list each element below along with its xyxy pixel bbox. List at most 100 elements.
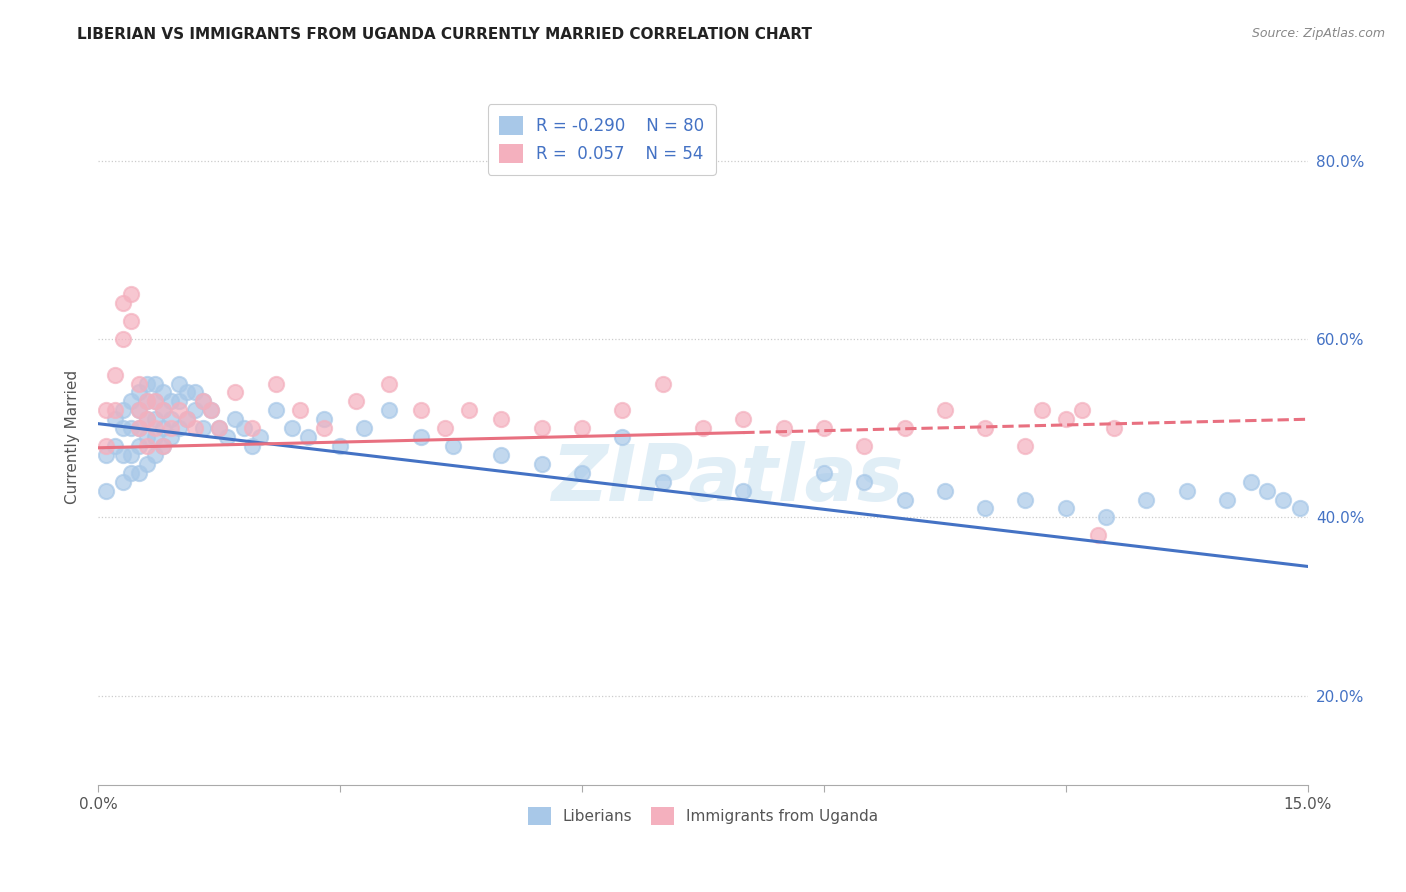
Point <box>143 376 166 391</box>
Point <box>409 430 432 444</box>
Point <box>128 385 150 400</box>
Point <box>530 421 553 435</box>
Point <box>135 457 157 471</box>
Point <box>651 475 673 489</box>
Point <box>377 403 399 417</box>
Point <box>111 403 134 417</box>
Point <box>1031 403 1053 417</box>
Point <box>288 403 311 417</box>
Point <box>353 421 375 435</box>
Point <box>733 483 755 498</box>
Point <box>733 412 755 426</box>
Point <box>143 412 166 426</box>
Point <box>143 430 166 444</box>
Point <box>167 403 190 417</box>
Point <box>167 376 190 391</box>
Legend: Liberians, Immigrants from Uganda: Liberians, Immigrants from Uganda <box>520 799 886 833</box>
Point <box>135 430 157 444</box>
Point <box>135 394 157 409</box>
Point <box>208 421 231 435</box>
Point <box>1216 492 1239 507</box>
Point <box>143 448 166 462</box>
Point <box>692 421 714 435</box>
Point <box>264 376 287 391</box>
Point <box>853 475 876 489</box>
Point <box>184 403 207 417</box>
Point <box>120 466 142 480</box>
Point <box>111 421 134 435</box>
Point <box>893 492 915 507</box>
Point <box>120 421 142 435</box>
Point <box>128 421 150 435</box>
Point <box>249 430 271 444</box>
Point <box>103 412 125 426</box>
Point <box>193 394 215 409</box>
Point <box>111 332 134 346</box>
Point <box>128 403 150 417</box>
Point <box>160 430 183 444</box>
Point <box>571 421 593 435</box>
Point <box>458 403 481 417</box>
Point <box>434 421 457 435</box>
Point <box>176 412 198 426</box>
Point <box>135 394 157 409</box>
Point <box>1054 412 1077 426</box>
Point <box>344 394 367 409</box>
Text: LIBERIAN VS IMMIGRANTS FROM UGANDA CURRENTLY MARRIED CORRELATION CHART: LIBERIAN VS IMMIGRANTS FROM UGANDA CURRE… <box>77 27 813 42</box>
Point <box>135 412 157 426</box>
Point <box>160 412 183 426</box>
Point <box>853 439 876 453</box>
Point <box>612 430 634 444</box>
Point <box>813 466 835 480</box>
Point <box>772 421 794 435</box>
Point <box>143 394 166 409</box>
Point <box>176 412 198 426</box>
Point <box>128 403 150 417</box>
Point <box>128 439 150 453</box>
Point <box>1272 492 1295 507</box>
Point <box>111 448 134 462</box>
Point <box>240 421 263 435</box>
Point <box>612 403 634 417</box>
Point <box>160 421 183 435</box>
Point <box>120 448 142 462</box>
Point <box>1102 421 1125 435</box>
Point <box>96 403 118 417</box>
Point <box>224 412 246 426</box>
Point <box>152 439 174 453</box>
Point <box>184 421 207 435</box>
Text: ZIPatlas: ZIPatlas <box>551 441 903 516</box>
Point <box>103 439 125 453</box>
Point <box>128 421 150 435</box>
Point <box>491 448 513 462</box>
Point <box>193 394 215 409</box>
Point <box>193 421 215 435</box>
Point <box>314 412 336 426</box>
Point <box>1087 528 1109 542</box>
Point <box>152 421 174 435</box>
Point <box>120 394 142 409</box>
Point <box>96 483 118 498</box>
Point <box>1288 501 1310 516</box>
Point <box>240 439 263 453</box>
Point <box>152 385 174 400</box>
Point <box>974 421 997 435</box>
Point <box>934 403 956 417</box>
Point <box>167 394 190 409</box>
Point <box>176 385 198 400</box>
Point <box>217 430 239 444</box>
Point <box>208 421 231 435</box>
Point <box>377 376 399 391</box>
Point <box>314 421 336 435</box>
Point <box>224 385 246 400</box>
Point <box>530 457 553 471</box>
Point <box>264 403 287 417</box>
Point <box>103 403 125 417</box>
Point <box>1256 483 1278 498</box>
Point <box>571 466 593 480</box>
Point <box>143 394 166 409</box>
Point <box>143 421 166 435</box>
Point <box>1054 501 1077 516</box>
Point <box>1070 403 1092 417</box>
Point <box>111 296 134 310</box>
